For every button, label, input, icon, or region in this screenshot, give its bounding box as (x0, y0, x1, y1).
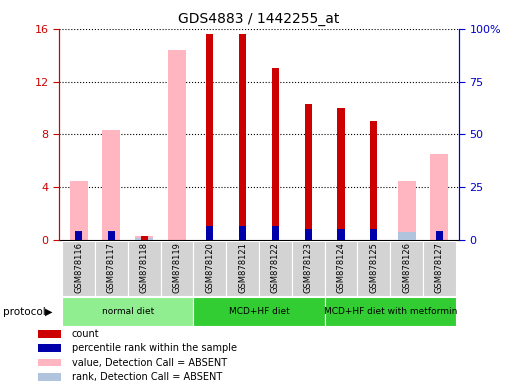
Bar (370, 121, 378, 240)
Bar (305, 229, 312, 240)
Bar (37, 344, 61, 352)
Bar (37, 330, 61, 338)
FancyBboxPatch shape (226, 241, 259, 296)
FancyBboxPatch shape (62, 297, 193, 326)
Bar (305, 104, 312, 240)
FancyBboxPatch shape (325, 297, 456, 326)
Text: GSM878118: GSM878118 (140, 242, 149, 293)
Text: GSM878125: GSM878125 (369, 242, 379, 293)
Text: ▶: ▶ (45, 306, 53, 317)
Bar (239, 226, 246, 240)
Bar (168, 50, 186, 240)
Bar (37, 373, 61, 381)
Bar (436, 231, 443, 240)
Text: MCD+HF diet with metformin: MCD+HF diet with metformin (324, 307, 457, 316)
Bar (70, 180, 88, 240)
FancyBboxPatch shape (259, 241, 292, 296)
Title: GDS4883 / 1442255_at: GDS4883 / 1442255_at (179, 12, 340, 26)
FancyBboxPatch shape (292, 241, 325, 296)
Bar (430, 154, 448, 240)
FancyBboxPatch shape (423, 241, 456, 296)
Bar (370, 229, 378, 240)
FancyBboxPatch shape (325, 241, 358, 296)
Bar (206, 34, 213, 240)
Bar (272, 68, 279, 240)
FancyBboxPatch shape (358, 241, 390, 296)
Text: GSM878127: GSM878127 (435, 242, 444, 293)
Text: GSM878124: GSM878124 (337, 242, 346, 293)
Bar (338, 229, 345, 240)
FancyBboxPatch shape (95, 241, 128, 296)
Text: percentile rank within the sample: percentile rank within the sample (72, 343, 236, 353)
Bar (37, 359, 61, 366)
Bar (239, 34, 246, 240)
Bar (75, 231, 82, 240)
Text: GSM878126: GSM878126 (402, 242, 411, 293)
FancyBboxPatch shape (193, 297, 325, 326)
FancyBboxPatch shape (161, 241, 193, 296)
FancyBboxPatch shape (390, 241, 423, 296)
Text: GSM878123: GSM878123 (304, 242, 313, 293)
Text: GSM878117: GSM878117 (107, 242, 116, 293)
Bar (141, 236, 148, 240)
Text: GSM878119: GSM878119 (172, 242, 182, 293)
Text: GSM878122: GSM878122 (271, 242, 280, 293)
Text: GSM878116: GSM878116 (74, 242, 83, 293)
Bar (398, 180, 416, 240)
Bar (135, 238, 153, 240)
Text: count: count (72, 329, 100, 339)
Bar (108, 231, 115, 240)
Bar (135, 236, 153, 240)
FancyBboxPatch shape (193, 241, 226, 296)
Text: rank, Detection Call = ABSENT: rank, Detection Call = ABSENT (72, 372, 222, 382)
Text: MCD+HF diet: MCD+HF diet (229, 307, 289, 316)
Text: value, Detection Call = ABSENT: value, Detection Call = ABSENT (72, 358, 227, 367)
Text: GSM878121: GSM878121 (238, 242, 247, 293)
Bar (398, 232, 416, 240)
Text: GSM878120: GSM878120 (205, 242, 214, 293)
Bar (338, 108, 345, 240)
Bar (206, 226, 213, 240)
Text: protocol: protocol (3, 306, 45, 317)
Text: normal diet: normal diet (102, 307, 154, 316)
Bar (272, 226, 279, 240)
FancyBboxPatch shape (128, 241, 161, 296)
Bar (103, 131, 121, 240)
FancyBboxPatch shape (62, 241, 95, 296)
